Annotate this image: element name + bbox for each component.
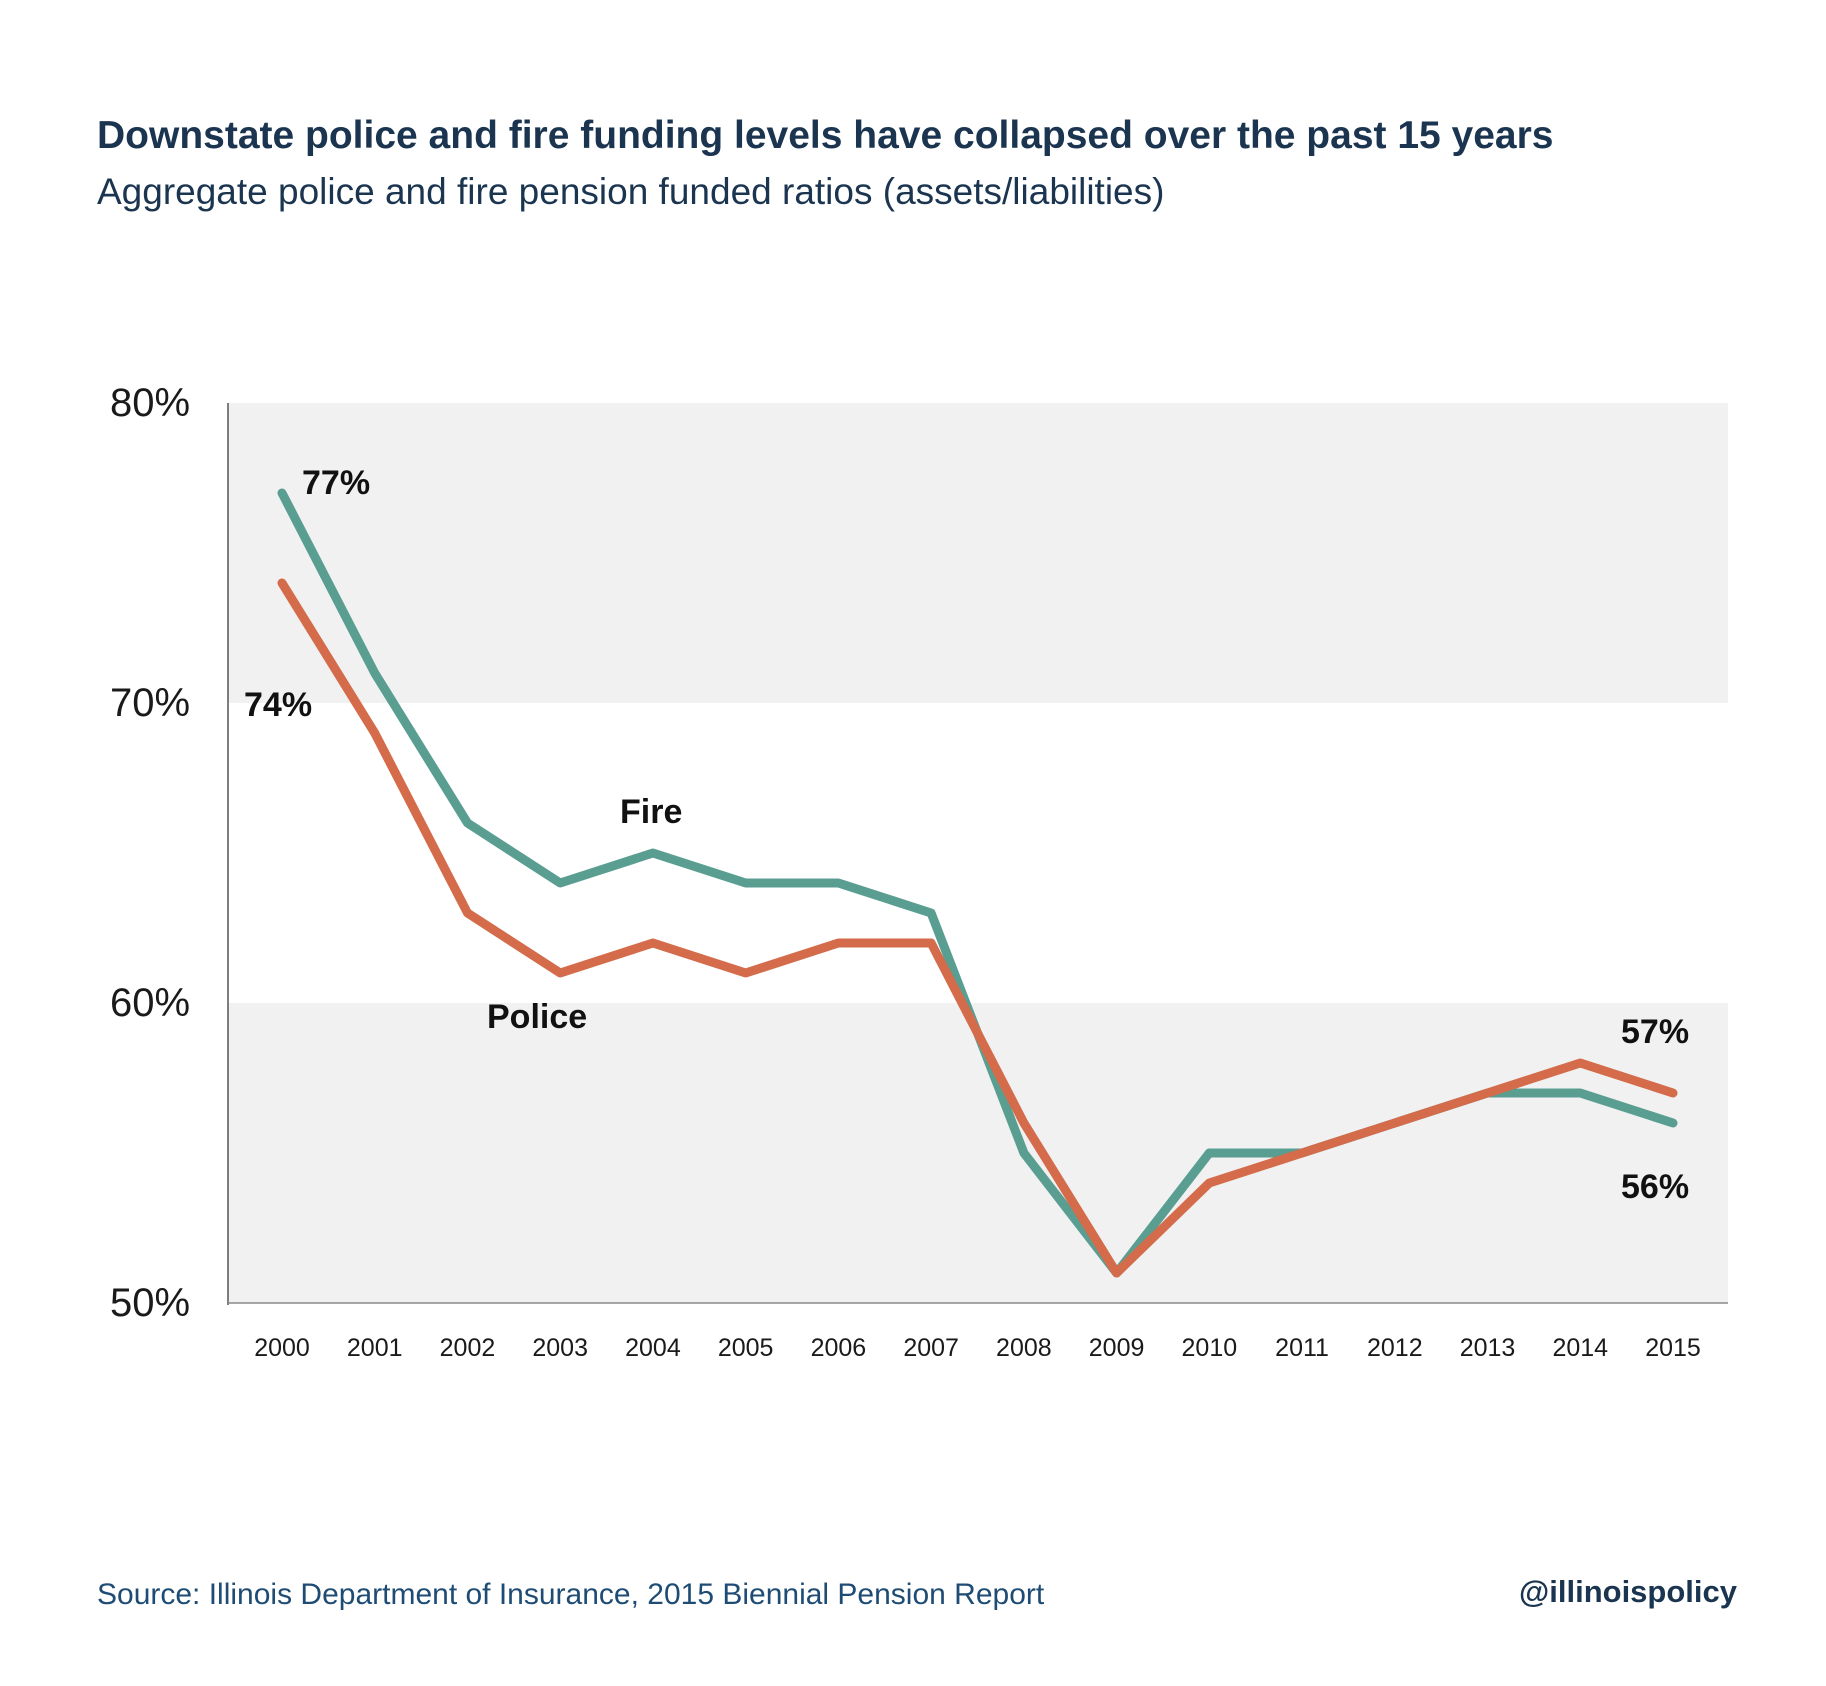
chart-subtitle: Aggregate police and fire pension funded… — [97, 171, 1165, 212]
x-tick-label: 2013 — [1460, 1334, 1516, 1362]
x-tick-label: 2000 — [254, 1334, 310, 1362]
x-tick-label: 2011 — [1275, 1334, 1329, 1362]
x-tick-label: 2004 — [625, 1334, 681, 1362]
x-tick-label: 2007 — [903, 1334, 959, 1362]
x-tick-label: 2006 — [811, 1334, 867, 1362]
data-label-fire-2015: 56% — [1621, 1168, 1689, 1206]
y-tick-label: 80% — [110, 381, 190, 425]
series-lines — [277, 488, 1678, 1278]
background-band — [228, 1003, 1728, 1303]
chart-title: Downstate police and fire funding levels… — [97, 114, 1554, 157]
y-tick-label: 50% — [110, 1281, 190, 1325]
x-tick-label: 2015 — [1645, 1334, 1701, 1362]
series-label-police: Police — [487, 998, 587, 1036]
x-tick-label: 2008 — [996, 1334, 1052, 1362]
y-tick-label: 60% — [110, 981, 190, 1025]
x-tick-label: 2010 — [1182, 1334, 1238, 1362]
x-tick-label: 2014 — [1552, 1334, 1608, 1362]
background-band — [228, 403, 1728, 703]
background-bands — [228, 403, 1728, 1303]
data-label-police-2015: 57% — [1621, 1013, 1689, 1051]
y-axis-ticks: 80% 70% 60% 50% — [110, 381, 190, 1325]
x-tick-label: 2009 — [1089, 1334, 1145, 1362]
data-label-police-2000: 74% — [244, 686, 312, 724]
y-tick-label: 70% — [110, 681, 190, 725]
source-note: Source: Illinois Department of Insurance… — [97, 1578, 1045, 1611]
data-labels: Fire Police 77% 74% 57% 56% — [244, 464, 1689, 1206]
data-label-fire-2000: 77% — [302, 464, 370, 502]
x-tick-label: 2005 — [718, 1334, 774, 1362]
x-tick-label: 2003 — [532, 1334, 588, 1362]
x-tick-label: 2002 — [440, 1334, 496, 1362]
series-label-fire: Fire — [620, 793, 682, 831]
brand-handle: @illinoispolicy — [1519, 1574, 1737, 1609]
series-line-police — [277, 578, 1678, 1278]
x-axis-ticks: 2000 2001 2002 2003 2004 2005 2006 2007 2008 2009… — [254, 1334, 1701, 1362]
axes — [227, 403, 1728, 1305]
x-tick-label: 2012 — [1367, 1334, 1423, 1362]
x-tick-label: 2001 — [347, 1334, 403, 1362]
